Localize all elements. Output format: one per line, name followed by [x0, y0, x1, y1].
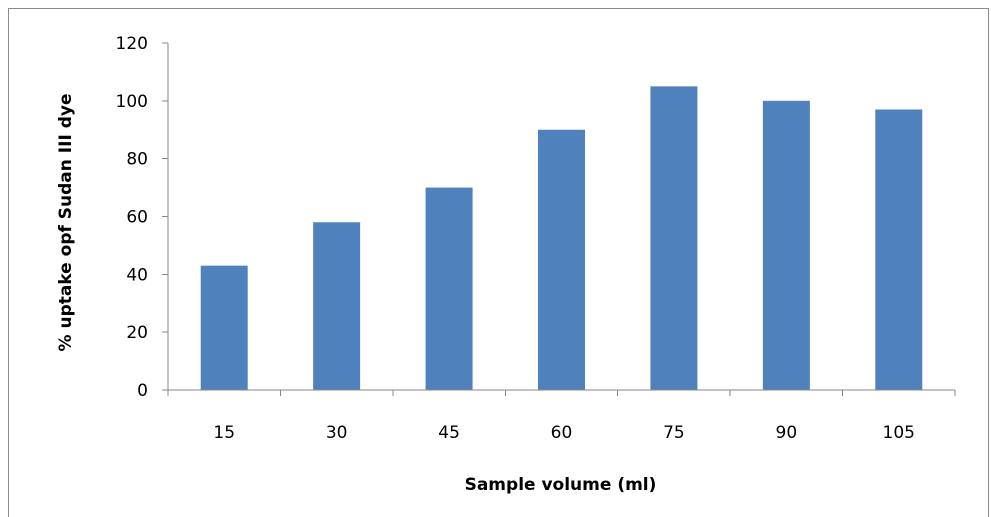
bars: [200, 86, 923, 390]
bar-45: [425, 187, 473, 390]
x-axis-title: Sample volume (ml): [465, 475, 657, 495]
bar-60: [538, 129, 585, 390]
y-axis-title: % uptake opf Sudan III dye: [56, 94, 76, 352]
x-tick-label: 90: [776, 423, 798, 443]
x-tick-label: 30: [326, 423, 348, 443]
x-tick-label: 15: [213, 423, 235, 443]
y-tick-label: 120: [116, 34, 148, 54]
y-tick-label: 40: [126, 265, 148, 285]
chart-frame: [8, 8, 989, 517]
y-tick-label: 80: [126, 150, 148, 170]
bar-90: [762, 100, 810, 390]
y-tick-label: 0: [137, 381, 148, 401]
x-tick-label: 105: [883, 423, 915, 443]
y-tick-label: 20: [126, 323, 148, 343]
y-tick-label: 60: [126, 208, 148, 228]
x-tick-label: 45: [438, 423, 460, 443]
bar-75: [650, 86, 698, 390]
x-tick-label: 60: [551, 423, 573, 443]
x-tick-label: 75: [663, 423, 685, 443]
bar-30: [313, 222, 361, 390]
y-tick-label: 100: [116, 92, 148, 112]
bar-105: [875, 109, 923, 390]
bar-15: [200, 265, 248, 390]
y-axis-ticks: 0 20 40 60 80 100 120: [116, 34, 168, 401]
x-axis-ticks: 15 30 45 60 75 90 105: [167, 390, 956, 443]
